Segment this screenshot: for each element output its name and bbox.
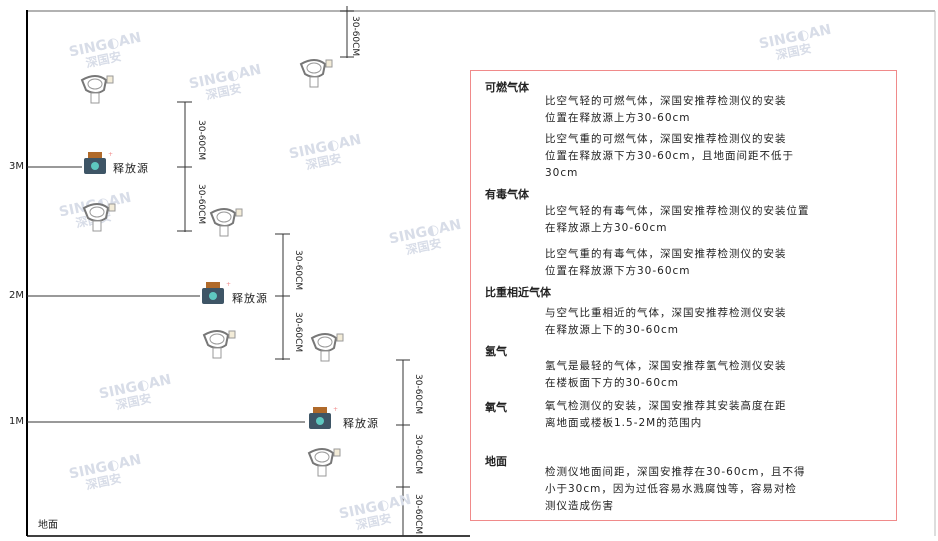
gas-detector-icon — [82, 203, 116, 232]
release-source-label: 释放源 — [113, 162, 149, 175]
level-label-2m: 2M — [9, 290, 24, 301]
recommendation-panel: 可燃气体 比空气轻的可燃气体，深国安推荐检测仪的安装 位置在释放源上方30-60… — [470, 70, 897, 521]
gas-detector-icon — [307, 448, 341, 477]
svg-text:+: + — [108, 151, 113, 158]
paragraph: 比空气轻的可燃气体，深国安推荐检测仪的安装 位置在释放源上方30-60cm — [545, 95, 787, 124]
heading-oxygen: 氧气 — [485, 401, 507, 414]
heading-hydrogen: 氢气 — [485, 345, 507, 358]
dimension-label: 30-60CM — [413, 434, 423, 475]
floor-label: 地面 — [38, 520, 58, 531]
svg-text:+: + — [333, 406, 338, 413]
paragraph: 比空气轻的有毒气体，深国安推荐检测仪的安装位置 在释放源上方30-60cm — [545, 205, 810, 234]
svg-text:+: + — [226, 281, 231, 288]
heading-combustible: 可燃气体 — [485, 81, 529, 94]
heading-similar-density: 比重相近气体 — [485, 286, 551, 299]
dimension-label: 30-60CM — [293, 250, 303, 291]
dimension-label: 30-60CM — [350, 16, 360, 57]
gas-detector-icon — [202, 330, 236, 359]
release-source-icon: + — [202, 281, 231, 304]
paragraph: 比空气重的可燃气体，深国安推荐检测仪的安装 位置在释放源下方30-60cm，且地… — [545, 133, 795, 179]
paragraph: 检测仪地面间距，深国安推荐在30-60cm，且不得 小于30cm，因为过低容易水… — [545, 466, 806, 512]
paragraph: 与空气比重相近的气体，深国安推荐检测仪安装 在释放源上下的30-60cm — [545, 307, 787, 336]
dimension-label: 30-60CM — [413, 494, 423, 535]
heading-floor: 地面 — [485, 455, 507, 468]
dimension-label: 30-60CM — [196, 184, 206, 225]
release-source-icon: + — [309, 406, 338, 429]
paragraph: 氧气检测仪的安装，深国安推荐其安装高度在距 离地面或楼板1.5-2M的范围内 — [545, 400, 787, 429]
gas-detector-icon — [310, 333, 344, 362]
gas-detector-icon — [209, 208, 243, 237]
release-source-label: 释放源 — [232, 292, 268, 305]
dimension-label: 30-60CM — [196, 120, 206, 161]
paragraph: 氢气是最轻的气体，深国安推荐氢气检测仪安装 在楼板面下方的30-60cm — [545, 360, 787, 389]
heading-toxic: 有毒气体 — [485, 188, 529, 201]
dimension-label: 30-60CM — [293, 312, 303, 353]
level-label-1m: 1M — [9, 416, 24, 427]
gas-detector-icon — [299, 59, 333, 88]
dimension-lines — [177, 6, 410, 536]
paragraph: 比空气重的有毒气体，深国安推荐检测仪的安装 位置在释放源下方30-60cm — [545, 248, 787, 277]
release-source-label: 释放源 — [343, 417, 379, 430]
release-source-icon: + — [84, 151, 113, 174]
dimension-label: 30-60CM — [413, 374, 423, 415]
level-label-3m: 3M — [9, 161, 24, 172]
gas-detector-icon — [80, 75, 114, 104]
